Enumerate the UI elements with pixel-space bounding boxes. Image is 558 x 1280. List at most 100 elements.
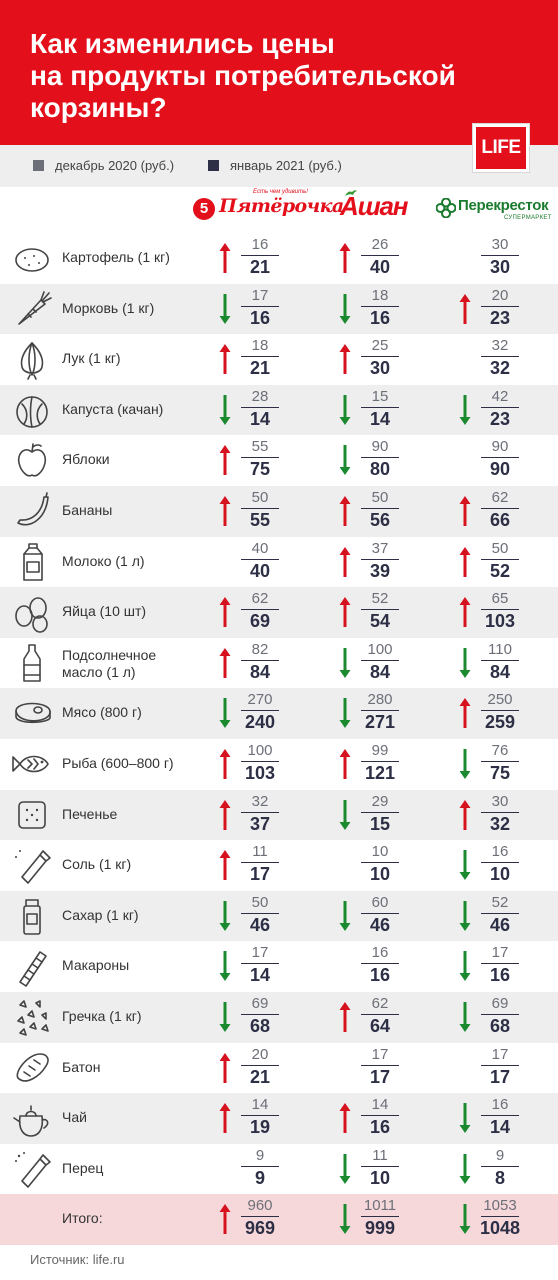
price-up-arrow-icon	[218, 443, 232, 477]
fraction-bar	[241, 255, 279, 256]
price-down-arrow-icon	[218, 949, 232, 983]
fraction-bar	[481, 406, 519, 408]
price-december: 16	[371, 944, 389, 962]
table-row: Соль (1 кг) 11 17 10 10 16 10	[0, 840, 558, 891]
price-december: 16	[491, 1096, 509, 1114]
table-row: Яйца (10 шт) 62 69 52 54 65 103	[0, 587, 558, 638]
bread-icon	[10, 1046, 54, 1090]
price-cell-pyaterochka: 50 55	[214, 486, 354, 536]
price-december: 62	[251, 590, 269, 608]
price-cell-pyaterochka: 11 17	[214, 840, 354, 890]
price-december: 28	[251, 387, 269, 405]
price-down-arrow-icon	[338, 393, 352, 427]
product-name: Перец	[62, 1159, 104, 1176]
price-january: 14	[489, 1117, 511, 1138]
price-january: 16	[369, 965, 391, 986]
fraction-bar	[241, 761, 279, 762]
price-december: 9	[255, 1146, 265, 1164]
price-cell-pyaterochka: 270 240	[214, 688, 354, 738]
price-january: 46	[249, 914, 271, 935]
price-cell-auchan: 15 14	[334, 385, 474, 435]
price-cell-perekrestok: 32 32	[454, 334, 558, 384]
product-name: Молоко (1 л)	[62, 552, 145, 569]
price-december: 14	[371, 1096, 389, 1114]
price-january: 54	[369, 611, 391, 632]
price-cell-pyaterochka: 20 21	[214, 1043, 354, 1093]
fraction-bar	[241, 609, 279, 611]
price-down-arrow-icon	[338, 646, 352, 680]
fraction-bar	[241, 659, 279, 661]
price-january: 15	[369, 813, 391, 834]
price-down-arrow-icon	[458, 1152, 472, 1186]
price-january: 66	[489, 510, 511, 530]
price-december: 280	[367, 691, 393, 709]
price-cell-auchan: 60 46	[334, 891, 474, 941]
price-cell-perekrestok: 42 23	[454, 385, 558, 435]
price-down-arrow-icon	[458, 1000, 472, 1034]
legend-item-december: декабрь 2020 (руб.)	[33, 158, 174, 174]
price-december: 960	[247, 1197, 273, 1215]
price-december: 20	[251, 1045, 269, 1063]
price-december: 18	[251, 337, 269, 355]
price-december: 29	[371, 792, 389, 810]
fraction-bar	[241, 963, 279, 965]
price-down-arrow-icon	[458, 646, 472, 680]
fraction-bar	[481, 508, 519, 509]
price-december: 69	[491, 995, 509, 1012]
price-january: 30	[369, 358, 391, 379]
apple-icon	[10, 438, 54, 482]
product-name: Чай	[62, 1109, 87, 1126]
price-january: 17	[369, 1066, 391, 1087]
price-up-arrow-icon	[458, 595, 472, 629]
price-december: 50	[251, 893, 269, 911]
perekrestok-logo: Перекресток СУПЕРМАРКЕТ	[436, 191, 556, 231]
life-logo: LIFE	[473, 124, 529, 172]
fraction-bar	[241, 356, 279, 358]
fraction-bar	[361, 609, 399, 611]
price-december: 90	[491, 438, 509, 456]
price-january: 21	[249, 358, 271, 379]
price-down-arrow-icon	[218, 899, 232, 933]
price-december: 11	[252, 843, 268, 861]
table-row: Морковь (1 кг) 17 16 18 16 20 23	[0, 283, 558, 335]
price-down-arrow-icon	[458, 848, 472, 882]
price-january: 90	[489, 459, 511, 480]
price-january: 10	[369, 1167, 391, 1188]
auchan-name: Ашан	[340, 191, 408, 221]
fraction-bar	[361, 457, 399, 459]
price-january: 14	[369, 408, 391, 429]
price-january: 84	[249, 661, 271, 682]
table-row: Печенье 32 37 29 15 30 32	[0, 789, 558, 841]
eggs-icon	[10, 590, 54, 634]
price-january: 16	[369, 1117, 391, 1138]
legend-label-december: декабрь 2020 (руб.)	[55, 158, 175, 173]
product-name: Гречка (1 кг)	[62, 1008, 142, 1024]
fraction-bar	[361, 1014, 399, 1015]
price-december: 9	[495, 1146, 505, 1164]
price-up-arrow-icon	[338, 342, 352, 376]
price-down-arrow-icon	[458, 1202, 472, 1236]
price-cell-perekrestok: 69 68	[454, 992, 558, 1042]
price-january: 121	[364, 763, 396, 783]
price-cell-auchan: 37 39	[334, 537, 474, 587]
sugar-icon	[10, 894, 54, 938]
fraction-bar	[481, 811, 519, 813]
product-name: Мясо (800 г)	[62, 704, 142, 721]
fraction-bar	[241, 508, 279, 509]
table-row: Яблоки 55 75 90 80 90 90	[0, 435, 558, 486]
table-row: Лук (1 кг) 18 21 25 30 32 32	[0, 334, 558, 385]
header-banner: Как изменились цены на продукты потребит…	[0, 0, 558, 145]
pepper-shaker-icon	[10, 1147, 54, 1191]
source-note: Источник: life.ru	[30, 1252, 125, 1267]
price-cell-perekrestok: 30 32	[454, 790, 558, 840]
price-up-arrow-icon	[218, 595, 232, 629]
price-december: 50	[491, 539, 509, 557]
price-december: 42	[491, 387, 509, 405]
price-january: 46	[369, 914, 391, 935]
fraction-bar	[241, 457, 279, 459]
teapot-icon	[10, 1096, 54, 1140]
price-december: 25	[371, 337, 389, 355]
fraction-bar	[361, 305, 399, 307]
price-cell-pyaterochka: 50 46	[214, 891, 354, 941]
